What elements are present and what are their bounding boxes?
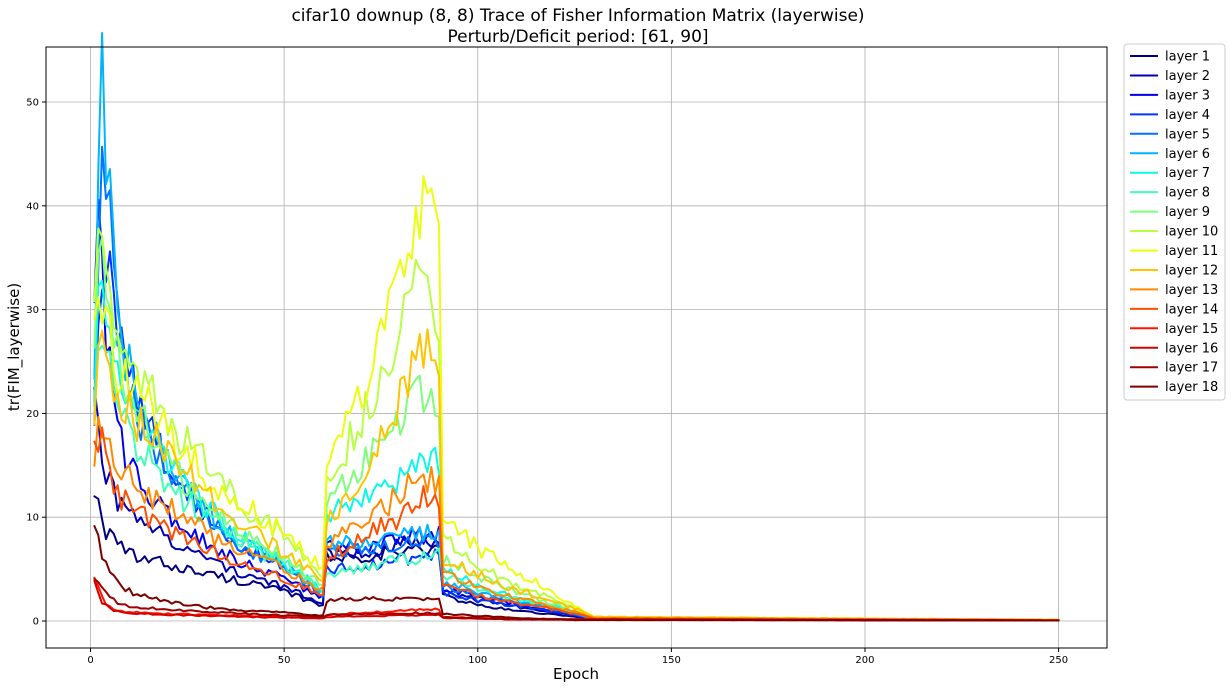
y-tick-label: 20: [26, 409, 39, 420]
legend-item-label: layer 2: [1165, 69, 1210, 84]
plot-border: [45, 46, 1108, 649]
y-axis-label: tr(FIM_layerwise): [5, 283, 24, 411]
y-tick-label: 30: [26, 305, 39, 316]
legend-item-label: layer 15: [1165, 322, 1218, 337]
legend-item-label: layer 16: [1165, 341, 1218, 356]
chart-title: cifar10 downup (8, 8) Trace of Fisher In…: [291, 6, 864, 26]
x-axis-label: Epoch: [553, 665, 599, 683]
legend-item-label: layer 17: [1165, 361, 1218, 376]
y-tick-label: 0: [33, 617, 39, 628]
legend-item-label: layer 9: [1165, 205, 1210, 220]
legend-item-label: layer 1: [1165, 50, 1210, 65]
legend-item-label: layer 10: [1165, 225, 1218, 240]
y-axis-ticks: 0 10 20 30 40 50: [26, 98, 46, 628]
legend-item-label: layer 13: [1165, 283, 1218, 298]
series-line-layer-18: [93, 525, 1060, 622]
chart-subtitle: Perturb/Deficit period: [61, 90]: [447, 27, 708, 47]
legend-item-label: layer 3: [1165, 88, 1210, 103]
legend-item-label: layer 14: [1165, 302, 1218, 317]
legend-item-label: layer 11: [1165, 244, 1218, 259]
x-tick-label: 200: [855, 655, 874, 666]
legend: layer 1 layer 2 layer 3 layer 4 layer 5 layer…: [1123, 43, 1226, 401]
plot-frame: [46, 47, 1107, 648]
legend-item-label: layer 18: [1165, 380, 1218, 395]
legend-item-label: layer 8: [1165, 186, 1210, 201]
legend-item-label: layer 4: [1165, 108, 1210, 123]
x-tick-label: 250: [1049, 655, 1068, 666]
y-tick-label: 40: [26, 201, 39, 212]
legend-item-label: layer 12: [1165, 263, 1218, 278]
legend-item-label: layer 6: [1165, 147, 1210, 162]
x-axis-ticks: 0 50 100 150 200 250: [87, 648, 1068, 666]
plot-area: 0 50 100 150 200 250 0 10 20 30 40 50: [26, 32, 1108, 666]
legend-item-label: layer 5: [1165, 127, 1210, 142]
series-group: [93, 32, 1060, 622]
legend-item-label: layer 7: [1165, 166, 1210, 181]
y-tick-label: 10: [26, 513, 39, 524]
x-tick-label: 50: [278, 655, 291, 666]
x-tick-label: 150: [662, 655, 681, 666]
x-tick-label: 0: [87, 655, 93, 666]
y-tick-label: 50: [26, 98, 39, 109]
x-tick-label: 100: [468, 655, 487, 666]
